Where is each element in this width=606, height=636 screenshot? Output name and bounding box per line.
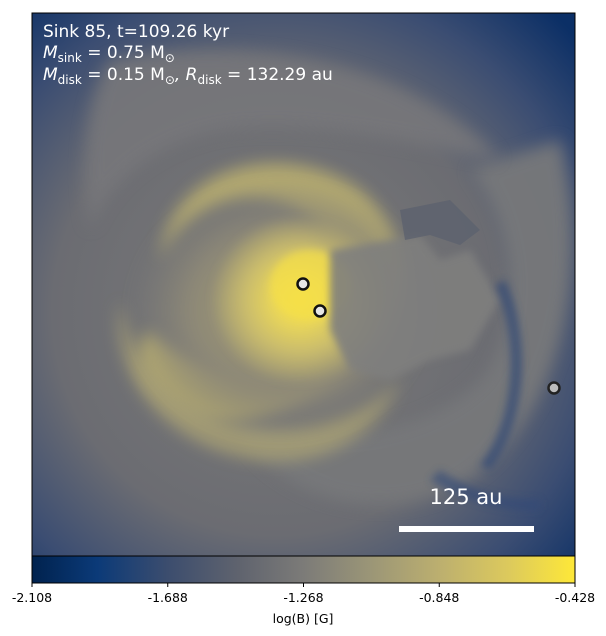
sink-markers [296, 277, 561, 395]
colorbar-tick-label: -2.108 [12, 590, 52, 605]
colorbar: -2.108 -1.688 -1.268 -0.848 -0.428 log(B) [G… [12, 555, 595, 626]
sink-primary-marker [296, 277, 310, 291]
colorbar-ticks: -2.108 -1.688 -1.268 -0.848 -0.428 [12, 583, 595, 605]
sink-edge-marker [547, 381, 561, 395]
colorbar-label: log(B) [G] [273, 611, 334, 626]
colorbar-tick-label: -1.268 [283, 590, 323, 605]
title-line-2: Msink = 0.75 M⊙ [43, 43, 175, 65]
colorbar-tick-label: -1.688 [148, 590, 188, 605]
scale-bar-label: 125 au [430, 485, 503, 509]
scale-bar: 125 au [399, 485, 534, 532]
panel-title: Sink 85, t=109.26 kyr Msink = 0.75 M⊙ Md… [43, 22, 333, 87]
colorbar-tick-label: -0.848 [419, 590, 459, 605]
colorbar-tick-label: -0.428 [555, 590, 595, 605]
scale-bar-line [399, 526, 534, 532]
title-line-3: Mdisk = 0.15 M⊙, Rdisk = 132.29 au [43, 65, 333, 87]
title-line-1: Sink 85, t=109.26 kyr [43, 22, 229, 42]
colorbar-gradient [31, 555, 576, 584]
sink-secondary-marker [313, 304, 327, 318]
